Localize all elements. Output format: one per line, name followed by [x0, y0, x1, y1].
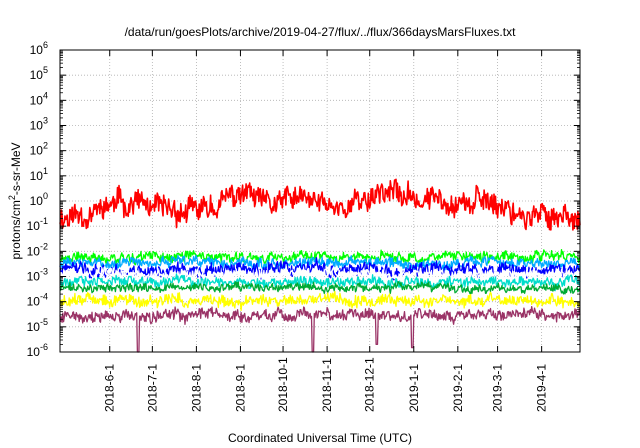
y-tick-label: 102: [30, 141, 48, 158]
y-axis-label: protons/cm2-s-sr-MeV: [7, 142, 23, 259]
y-tick-label: 10-4: [27, 292, 48, 309]
y-tick-base: 10: [27, 345, 41, 359]
y-tick-base: 10: [30, 43, 44, 57]
y-tick-base: 10: [27, 295, 41, 309]
y-axis-label-unit: protons/cm: [9, 200, 23, 259]
x-axis-ticks: 2018-6-1 2018-7-1 2018-8-1 2018-9-1 2018-10-…: [103, 50, 549, 412]
y-tick-base: 10: [30, 194, 44, 208]
y-tick-base: 10: [30, 93, 44, 107]
y-tick-label: 10-3: [27, 267, 48, 284]
chart-title: /data/run/goesPlots/archive/2019-04-27/f…: [125, 25, 517, 39]
x-tick-label: 2019-4-1: [535, 364, 549, 412]
series-line: [59, 273, 581, 292]
series-line: [59, 280, 581, 295]
y-tick-base: 10: [27, 270, 41, 284]
y-tick-base: 10: [30, 119, 44, 133]
y-tick-exponent: -2: [40, 241, 48, 251]
x-axis-label: Coordinated Universal Time (UTC): [228, 431, 412, 445]
y-tick-exponent: 4: [43, 90, 48, 100]
y-tick-exponent: -5: [40, 317, 48, 327]
y-tick-label: 101: [30, 166, 48, 183]
y-tick-label: 106: [30, 40, 48, 57]
y-tick-exponent: -6: [40, 342, 48, 352]
series-line: [59, 290, 581, 311]
y-tick-exponent: -3: [40, 267, 48, 277]
x-tick-label: 2018-7-1: [145, 364, 159, 412]
series-line: [59, 266, 581, 284]
x-tick-label: 2019-1-1: [407, 364, 421, 412]
y-tick-base: 10: [27, 219, 41, 233]
series-line: [59, 305, 581, 353]
y-tick-exponent: 1: [43, 166, 48, 176]
y-tick-exponent: 0: [43, 191, 48, 201]
y-tick-exponent: 5: [43, 65, 48, 75]
y-tick-base: 10: [27, 244, 41, 258]
y-tick-label: 105: [30, 65, 48, 82]
series-group: [59, 178, 581, 353]
y-tick-base: 10: [30, 169, 44, 183]
x-tick-label: 2018-11-1: [320, 358, 334, 412]
y-tick-base: 10: [27, 320, 41, 334]
y-axis-ticks: 10-610-510-410-310-210-11001011021031041…: [27, 40, 580, 359]
x-tick-label: 2018-6-1: [103, 364, 117, 412]
y-tick-label: 10-1: [27, 216, 48, 233]
y-tick-exponent: -1: [40, 216, 48, 226]
y-tick-label: 10-2: [27, 241, 48, 258]
y-axis-label-rest: -s-sr-MeV: [9, 142, 23, 195]
y-tick-label: 10-5: [27, 317, 48, 334]
x-tick-label: 2019-2-1: [451, 364, 465, 412]
y-tick-exponent: 2: [43, 141, 48, 151]
y-tick-exponent: -4: [40, 292, 48, 302]
y-tick-label: 100: [30, 191, 48, 208]
y-tick-exponent: 3: [43, 116, 48, 126]
x-tick-label: 2018-8-1: [189, 364, 203, 412]
series-line: [59, 178, 581, 231]
y-tick-label: 10-6: [27, 342, 48, 359]
x-tick-label: 2019-3-1: [491, 364, 505, 412]
y-tick-base: 10: [30, 144, 44, 158]
y-tick-base: 10: [30, 68, 44, 82]
x-tick-label: 2018-10-1: [276, 357, 290, 412]
y-tick-label: 103: [30, 116, 48, 133]
y-tick-exponent: 6: [43, 40, 48, 50]
x-tick-label: 2018-12-1: [363, 357, 377, 412]
y-tick-label: 104: [30, 90, 48, 107]
y-axis-label-superscript: 2: [7, 195, 17, 200]
x-tick-label: 2018-9-1: [233, 364, 247, 412]
